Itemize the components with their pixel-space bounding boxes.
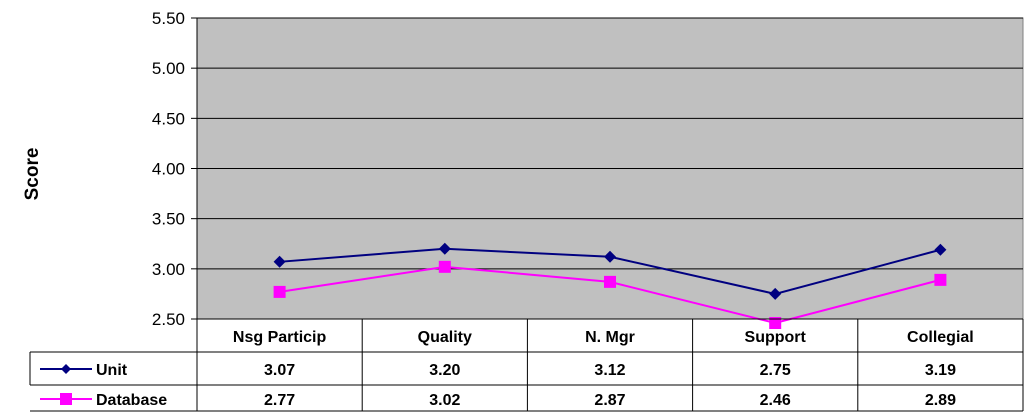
category-label: N. Mgr (585, 329, 635, 346)
y-tick-label: 4.00 (152, 160, 185, 179)
data-point-unit (438, 242, 451, 255)
y-tick-label: 5.00 (152, 59, 185, 78)
data-point-database (934, 273, 947, 286)
data-point-unit (934, 243, 947, 256)
data-table: Nsg Particip Quality N. Mgr Support Collegia… (29, 318, 1024, 412)
data-label: 3.12 (594, 362, 625, 379)
legend-marker-database (60, 393, 72, 405)
category-label: Quality (418, 329, 472, 346)
y-axis: 2.50 3.00 3.50 4.00 4.50 5.00 5.50 (152, 9, 198, 329)
data-point-database (438, 260, 451, 273)
data-label: 3.07 (264, 362, 295, 379)
category-label: Collegial (907, 329, 974, 346)
data-point-database (273, 285, 286, 298)
y-tick-label: 2.50 (152, 310, 185, 329)
data-point-unit (273, 255, 286, 268)
plot-area (196, 17, 1024, 330)
y-tick-label: 5.50 (152, 9, 185, 28)
data-label: 2.87 (594, 392, 625, 409)
y-axis-label: Score (22, 148, 43, 201)
data-label: 3.20 (429, 362, 460, 379)
y-tick-label: 4.50 (152, 109, 185, 128)
legend-label-unit: Unit (96, 362, 128, 379)
data-point-unit (769, 287, 782, 300)
data-point-database (604, 275, 616, 288)
data-point-database (769, 317, 782, 330)
category-label: Nsg Particip (233, 329, 327, 346)
data-label: 2.75 (760, 362, 791, 379)
data-label: 3.02 (429, 392, 460, 409)
data-label: 2.77 (264, 392, 295, 409)
y-tick-label: 3.00 (152, 260, 185, 279)
data-point-unit (604, 250, 616, 263)
data-label: 2.89 (925, 392, 956, 409)
data-label: 3.19 (925, 362, 956, 379)
legend-label-database: Database (96, 392, 167, 409)
data-label: 2.46 (760, 392, 791, 409)
y-tick-label: 3.50 (152, 210, 185, 229)
legend-marker-unit (61, 364, 71, 374)
category-label: Support (745, 329, 807, 346)
